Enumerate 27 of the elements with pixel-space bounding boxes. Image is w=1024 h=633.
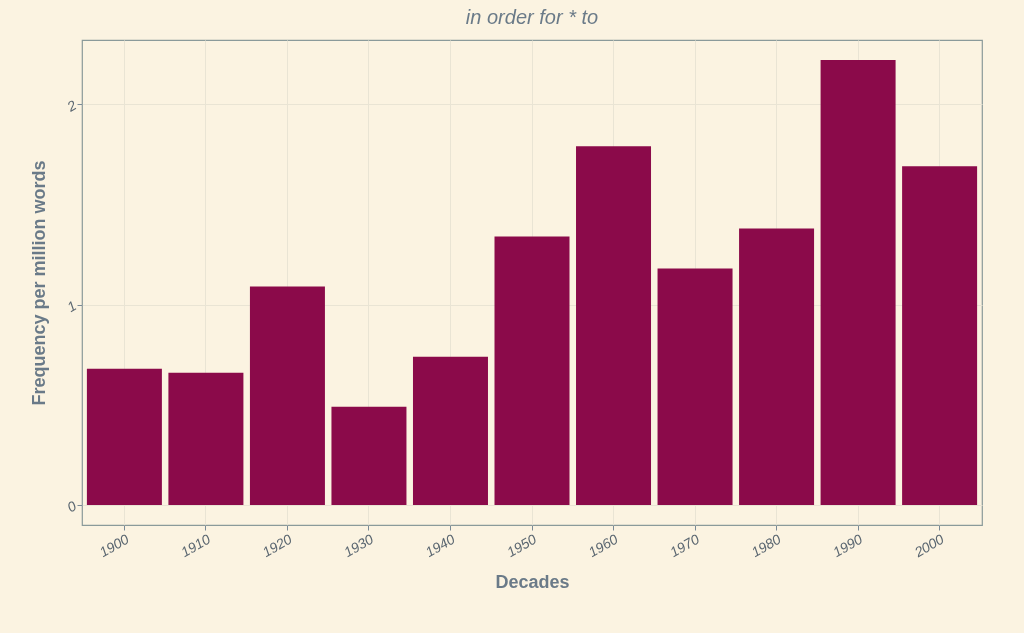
chart-title: in order for * to — [465, 6, 599, 28]
x-tick-label: 1940 — [422, 530, 458, 561]
x-tick-label: 1930 — [340, 530, 377, 561]
x-tick-label: 1950 — [504, 530, 540, 561]
x-axis-title: Decades — [495, 572, 570, 593]
y-tick-label: 2 — [63, 96, 80, 116]
bar — [657, 268, 733, 505]
bar — [249, 286, 325, 505]
x-tick-label: 1960 — [585, 530, 621, 561]
x-tick-label: 1980 — [748, 530, 784, 561]
y-tick-label: 0 — [64, 497, 80, 516]
bar — [168, 372, 244, 505]
bar — [739, 228, 815, 505]
y-axis-title: Frequency per million words — [29, 160, 50, 406]
x-tick-label: 1910 — [177, 530, 214, 561]
bar — [86, 368, 162, 505]
bar — [331, 406, 407, 505]
x-tick-label: 1990 — [830, 530, 866, 561]
x-tick-label: 1970 — [667, 530, 703, 561]
y-tick-label: 1 — [64, 297, 79, 316]
bar — [412, 356, 488, 505]
bar — [494, 236, 570, 505]
bar — [820, 60, 896, 505]
bar — [902, 166, 978, 505]
x-tick-label: 1920 — [259, 530, 295, 561]
x-tick-label: 1900 — [96, 530, 132, 561]
bar — [576, 146, 652, 505]
